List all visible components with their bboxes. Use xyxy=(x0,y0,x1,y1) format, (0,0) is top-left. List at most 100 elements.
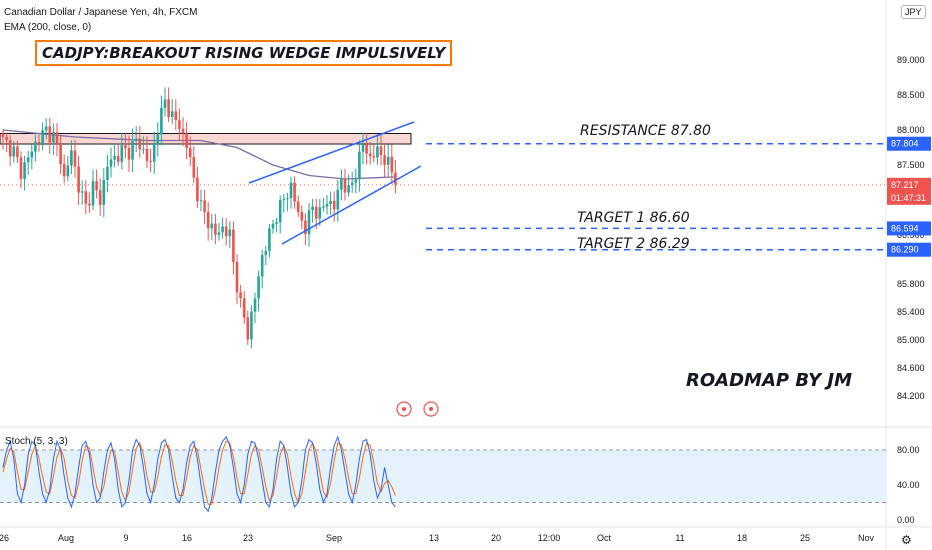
time-tick-label: Nov xyxy=(858,533,875,543)
candle-body xyxy=(253,298,257,312)
price-tick-label: 84.200 xyxy=(897,391,925,401)
candle-body xyxy=(350,182,354,186)
candle-body xyxy=(62,164,66,177)
candle-body xyxy=(278,200,282,223)
time-tick-label: Sep xyxy=(326,533,342,543)
candle-body xyxy=(8,140,12,157)
candle-body xyxy=(124,145,127,149)
candle-body xyxy=(217,232,221,235)
candle-body xyxy=(16,146,19,158)
candle-body xyxy=(91,181,95,206)
candle-body xyxy=(127,148,131,160)
candle-body xyxy=(336,189,340,210)
candle-body xyxy=(332,200,336,210)
candle-body xyxy=(163,99,167,108)
time-tick-label: Oct xyxy=(597,533,612,543)
price-tick-label: 85.800 xyxy=(897,279,925,289)
candle-body xyxy=(390,156,394,173)
time-tick-label: 25 xyxy=(800,533,810,543)
price-axis-badge-text: 01:47:31 xyxy=(891,193,926,203)
candle-body xyxy=(318,207,322,219)
candle-body xyxy=(41,130,44,146)
candle-body xyxy=(77,166,80,193)
candle-body xyxy=(210,223,214,229)
candle-body xyxy=(1,133,5,137)
candle-body xyxy=(174,111,178,121)
candle-body xyxy=(19,157,23,180)
price-axis-badge xyxy=(887,177,931,192)
event-icon xyxy=(423,401,439,417)
candle-body xyxy=(5,137,8,141)
candle-body xyxy=(185,133,188,148)
candle-body xyxy=(109,159,113,167)
price-axis-badge xyxy=(887,221,931,236)
candle-body xyxy=(206,211,210,229)
candle-body xyxy=(116,156,120,162)
candle-body xyxy=(138,138,142,150)
candle-body xyxy=(23,162,26,180)
candle-body xyxy=(372,156,376,158)
candle-body xyxy=(235,261,239,293)
candle-body xyxy=(224,226,228,237)
candle-body xyxy=(203,200,206,212)
candle-body xyxy=(170,111,174,118)
currency-badge[interactable]: JPY xyxy=(901,5,926,19)
time-tick-label: 26 xyxy=(0,533,9,543)
event-icon-dot xyxy=(402,407,406,411)
candle-body xyxy=(70,150,73,166)
target2-label: TARGET 2 86.29 xyxy=(577,236,690,252)
ema-line xyxy=(2,129,396,180)
candle-body xyxy=(293,182,296,202)
gear-icon[interactable]: ⚙ xyxy=(901,533,912,547)
candle-body xyxy=(84,191,88,204)
candle-body xyxy=(88,203,91,206)
candle-body xyxy=(311,206,314,211)
time-tick-label: 20 xyxy=(491,533,501,543)
candle-body xyxy=(66,165,70,177)
candle-body xyxy=(358,151,361,180)
candle-body xyxy=(286,198,289,200)
resistance-zone xyxy=(0,133,412,145)
candle-body xyxy=(314,206,318,219)
candle-body xyxy=(34,141,37,152)
candle-body xyxy=(250,311,253,340)
candle-body xyxy=(106,166,109,181)
candle-body xyxy=(55,132,59,144)
candle-body xyxy=(30,151,34,158)
wedge-lower-line xyxy=(281,165,422,245)
price-tick-label: 89.000 xyxy=(897,55,925,65)
price-tick-label: 88.500 xyxy=(897,90,925,100)
stoch-label: Stoch (5, 3, 3) xyxy=(5,436,68,447)
candle-body xyxy=(142,148,145,150)
price-axis-badge xyxy=(887,136,931,151)
candle-body xyxy=(181,128,185,134)
candle-body xyxy=(300,212,304,221)
candle-body xyxy=(246,317,250,340)
resistance-label: RESISTANCE 87.80 xyxy=(580,123,711,139)
candle-body xyxy=(167,99,170,118)
candle-body xyxy=(322,206,325,208)
candle-body xyxy=(178,120,181,129)
candle-body xyxy=(368,153,372,157)
candle-body xyxy=(196,177,199,202)
candle-body xyxy=(232,229,235,262)
candle-body xyxy=(289,182,293,199)
wedge-upper-line xyxy=(248,121,415,184)
candle-body xyxy=(275,222,278,224)
candle-body xyxy=(376,146,379,158)
time-tick-label: 9 xyxy=(123,533,128,543)
candle-body xyxy=(257,276,260,299)
candle-body xyxy=(44,126,48,131)
candle-body xyxy=(73,150,77,167)
candle-body xyxy=(304,220,307,235)
time-tick-label: 16 xyxy=(182,533,192,543)
candle-body xyxy=(242,298,246,318)
candle-body xyxy=(149,160,152,162)
event-icon-dot xyxy=(429,407,433,411)
candle-body xyxy=(98,190,102,205)
price-tick-label: 88.000 xyxy=(897,125,925,135)
candle-body xyxy=(329,200,332,204)
roadmap-label: ROADMAP BY JM xyxy=(686,370,852,391)
candle-body xyxy=(120,145,124,162)
candle-body xyxy=(134,138,138,141)
